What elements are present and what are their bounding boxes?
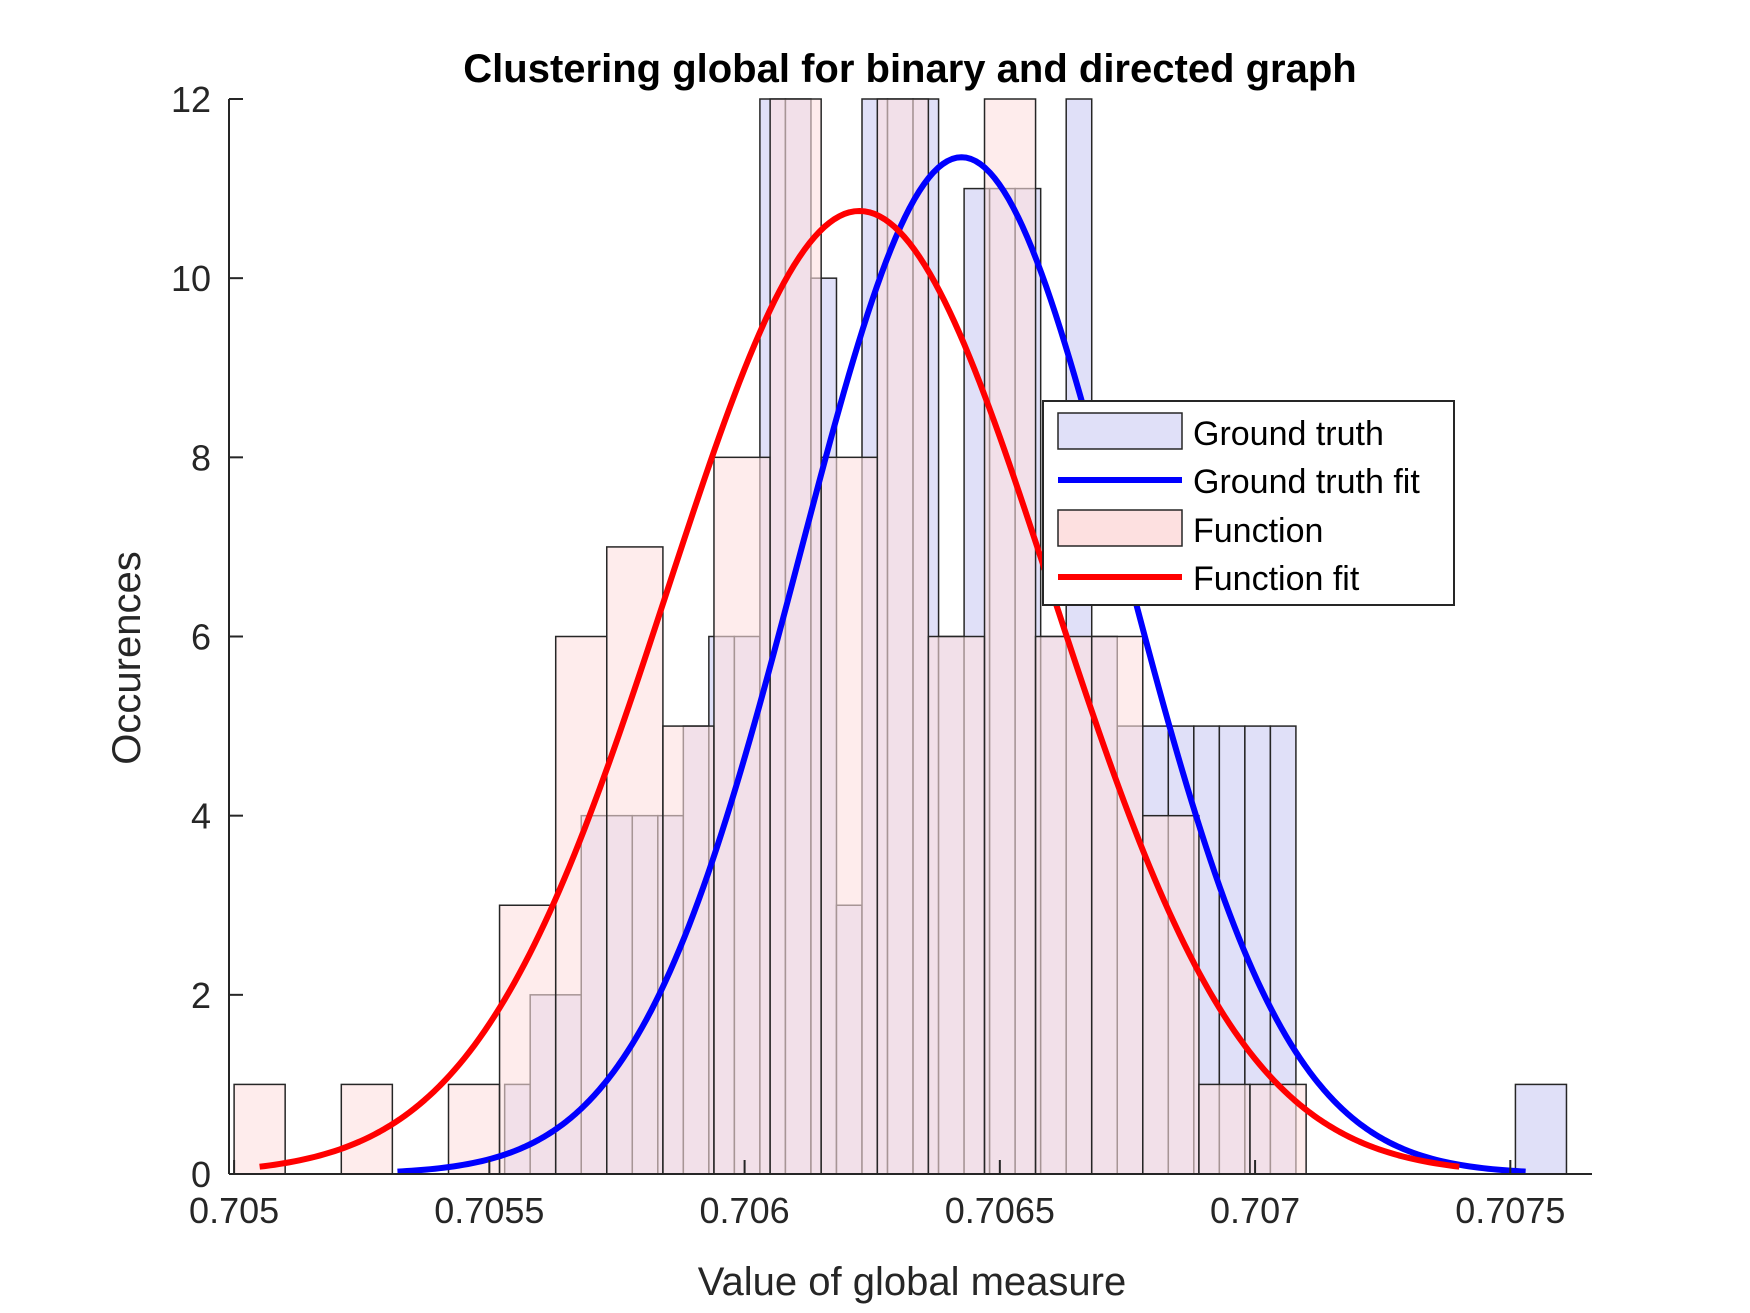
x-axis-label: Value of global measure [698, 1260, 1126, 1304]
legend-swatch-ground-truth [1057, 412, 1183, 450]
function-bar [713, 456, 771, 1175]
ground-truth-bar [1514, 1083, 1568, 1175]
ground-truth-fit-curve [397, 154, 1526, 1175]
x-tick-label: 0.7075 [1455, 1190, 1565, 1231]
function-bar [876, 98, 930, 1175]
function-bar [1249, 1083, 1307, 1175]
axes: 0 2 4 6 8 10 12 0.705 0.7055 0.706 0.7065 0.707 0.70… [171, 79, 1592, 1231]
legend-label-function: Function [1193, 512, 1323, 550]
x-tick-label: 0.706 [700, 1190, 790, 1231]
y-tick-label: 2 [191, 975, 211, 1016]
function-bar [983, 98, 1037, 1175]
function-bar [927, 635, 986, 1175]
legend: Ground truth Ground truth fit Function F… [1042, 400, 1455, 606]
y-tick-label: 8 [191, 437, 211, 478]
fit-curves [259, 154, 1526, 1175]
function-bar [498, 904, 557, 1175]
function-bar [606, 546, 664, 1175]
function-bar [233, 1083, 286, 1175]
legend-label-ground-truth: Ground truth [1193, 415, 1384, 453]
function-bar [662, 725, 715, 1175]
function-bar [1090, 635, 1144, 1175]
function-bar [1034, 635, 1093, 1175]
y-tick-label: 12 [171, 79, 211, 120]
legend-label-function-fit: Function fit [1193, 560, 1360, 598]
x-tick-label: 0.7055 [434, 1190, 544, 1231]
y-tick-label: 4 [191, 796, 211, 837]
x-tick-label: 0.7065 [945, 1190, 1055, 1231]
function-bar [769, 98, 822, 1175]
function-fit-curve [259, 207, 1460, 1170]
function-bar [820, 456, 879, 1175]
x-tick-label: 0.707 [1210, 1190, 1300, 1231]
chart-title: Clustering global for binary and directe… [463, 47, 1356, 91]
legend-swatch-function [1057, 509, 1183, 547]
y-axis-label: Occurences [105, 551, 149, 764]
x-tick-label: 0.705 [189, 1190, 279, 1231]
function-bar [1198, 1083, 1251, 1175]
y-tick-label: 6 [191, 617, 211, 658]
legend-label-ground-truth-fit: Ground truth fit [1193, 463, 1420, 501]
y-tick-label: 10 [171, 258, 211, 299]
y-tick-label: 0 [191, 1154, 211, 1195]
